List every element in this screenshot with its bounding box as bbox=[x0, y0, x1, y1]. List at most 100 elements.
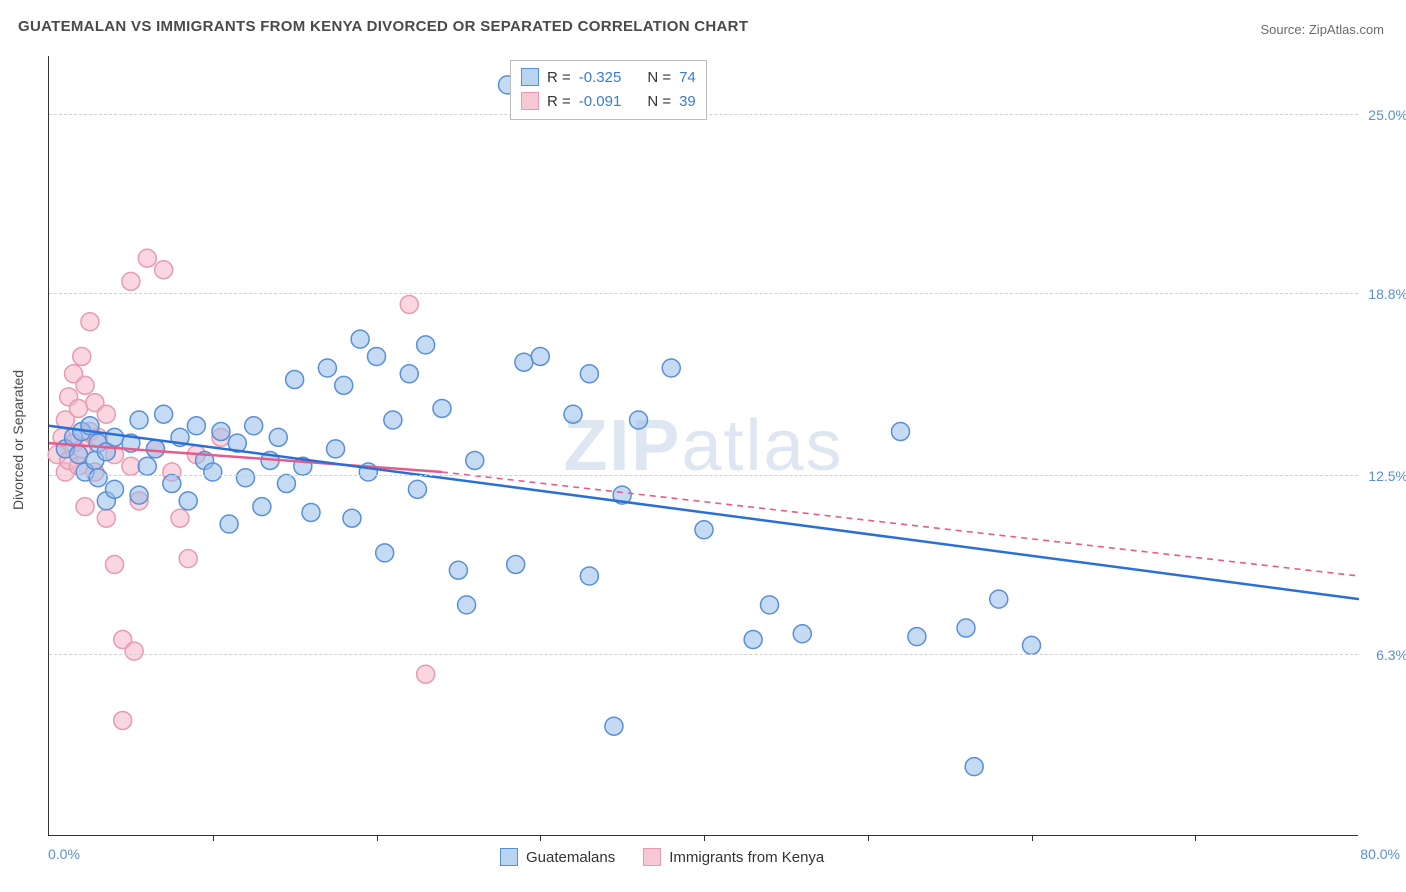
data-point bbox=[965, 758, 983, 776]
data-point bbox=[237, 469, 255, 487]
data-point bbox=[1023, 636, 1041, 654]
data-point bbox=[433, 399, 451, 417]
data-point bbox=[466, 451, 484, 469]
stats-row-series-0: R = -0.325 N = 74 bbox=[521, 65, 696, 89]
data-point bbox=[376, 544, 394, 562]
data-point bbox=[343, 509, 361, 527]
data-point bbox=[122, 457, 140, 475]
legend-swatch-1 bbox=[643, 848, 661, 866]
legend-swatch-0 bbox=[500, 848, 518, 866]
data-point bbox=[957, 619, 975, 637]
data-point bbox=[187, 417, 205, 435]
data-point bbox=[449, 561, 467, 579]
data-point bbox=[179, 550, 197, 568]
data-point bbox=[245, 417, 263, 435]
data-point bbox=[81, 313, 99, 331]
x-tick bbox=[868, 835, 869, 841]
data-point bbox=[286, 371, 304, 389]
data-point bbox=[368, 347, 386, 365]
chart-svg bbox=[49, 56, 1358, 835]
data-point bbox=[400, 295, 418, 313]
legend-label-0: Guatemalans bbox=[526, 849, 615, 866]
data-point bbox=[384, 411, 402, 429]
swatch-series-1 bbox=[521, 92, 539, 110]
legend-label-1: Immigrants from Kenya bbox=[669, 849, 824, 866]
data-point bbox=[138, 457, 156, 475]
data-point bbox=[122, 272, 140, 290]
y-tick-label: 12.5% bbox=[1360, 468, 1406, 484]
data-point bbox=[204, 463, 222, 481]
data-point bbox=[580, 365, 598, 383]
n-value-series-1: 39 bbox=[679, 93, 696, 110]
chart-title: GUATEMALAN VS IMMIGRANTS FROM KENYA DIVO… bbox=[18, 18, 748, 35]
x-tick bbox=[213, 835, 214, 841]
data-point bbox=[76, 376, 94, 394]
x-tick bbox=[1032, 835, 1033, 841]
data-point bbox=[106, 480, 124, 498]
data-point bbox=[76, 498, 94, 516]
y-tick-label: 25.0% bbox=[1360, 107, 1406, 123]
data-point bbox=[351, 330, 369, 348]
data-point bbox=[564, 405, 582, 423]
data-point bbox=[695, 521, 713, 539]
data-point bbox=[138, 249, 156, 267]
gridline: 18.8% bbox=[49, 293, 1358, 294]
data-point bbox=[114, 711, 132, 729]
data-point bbox=[89, 469, 107, 487]
x-tick bbox=[377, 835, 378, 841]
data-point bbox=[253, 498, 271, 516]
data-point bbox=[179, 492, 197, 510]
y-axis-title: Divorced or Separated bbox=[10, 370, 26, 510]
plot-area: ZIPatlas 6.3%12.5%18.8%25.0% bbox=[48, 56, 1358, 836]
data-point bbox=[630, 411, 648, 429]
gridline: 12.5% bbox=[49, 475, 1358, 476]
data-point bbox=[744, 631, 762, 649]
data-point bbox=[990, 590, 1008, 608]
legend-item-1: Immigrants from Kenya bbox=[643, 848, 824, 866]
x-axis-min-label: 0.0% bbox=[48, 846, 80, 862]
r-value-series-0: -0.325 bbox=[579, 69, 622, 86]
data-point bbox=[69, 446, 87, 464]
x-tick bbox=[540, 835, 541, 841]
data-point bbox=[130, 486, 148, 504]
data-point bbox=[908, 628, 926, 646]
source-attribution: Source: ZipAtlas.com bbox=[1260, 22, 1384, 37]
data-point bbox=[531, 347, 549, 365]
r-value-series-1: -0.091 bbox=[579, 93, 622, 110]
x-axis-max-label: 80.0% bbox=[1360, 846, 1400, 862]
chart-container: GUATEMALAN VS IMMIGRANTS FROM KENYA DIVO… bbox=[0, 0, 1406, 892]
data-point bbox=[277, 475, 295, 493]
data-point bbox=[580, 567, 598, 585]
x-tick bbox=[1195, 835, 1196, 841]
swatch-series-0 bbox=[521, 68, 539, 86]
data-point bbox=[507, 555, 525, 573]
bottom-legend: Guatemalans Immigrants from Kenya bbox=[500, 848, 824, 866]
n-value-series-0: 74 bbox=[679, 69, 696, 86]
data-point bbox=[605, 717, 623, 735]
data-point bbox=[793, 625, 811, 643]
x-tick bbox=[704, 835, 705, 841]
data-point bbox=[761, 596, 779, 614]
data-point bbox=[302, 503, 320, 521]
data-point bbox=[146, 440, 164, 458]
data-point bbox=[69, 399, 87, 417]
data-point bbox=[408, 480, 426, 498]
legend-item-0: Guatemalans bbox=[500, 848, 615, 866]
data-point bbox=[892, 423, 910, 441]
stats-legend: R = -0.325 N = 74 R = -0.091 N = 39 bbox=[510, 60, 707, 120]
y-tick-label: 6.3% bbox=[1360, 647, 1406, 663]
data-point bbox=[155, 261, 173, 279]
data-point bbox=[125, 642, 143, 660]
data-point bbox=[335, 376, 353, 394]
data-point bbox=[155, 405, 173, 423]
data-point bbox=[662, 359, 680, 377]
data-point bbox=[400, 365, 418, 383]
data-point bbox=[212, 423, 230, 441]
gridline: 6.3% bbox=[49, 654, 1358, 655]
data-point bbox=[106, 555, 124, 573]
data-point bbox=[220, 515, 238, 533]
data-point bbox=[97, 509, 115, 527]
data-point bbox=[106, 428, 124, 446]
data-point bbox=[163, 475, 181, 493]
data-point bbox=[130, 411, 148, 429]
